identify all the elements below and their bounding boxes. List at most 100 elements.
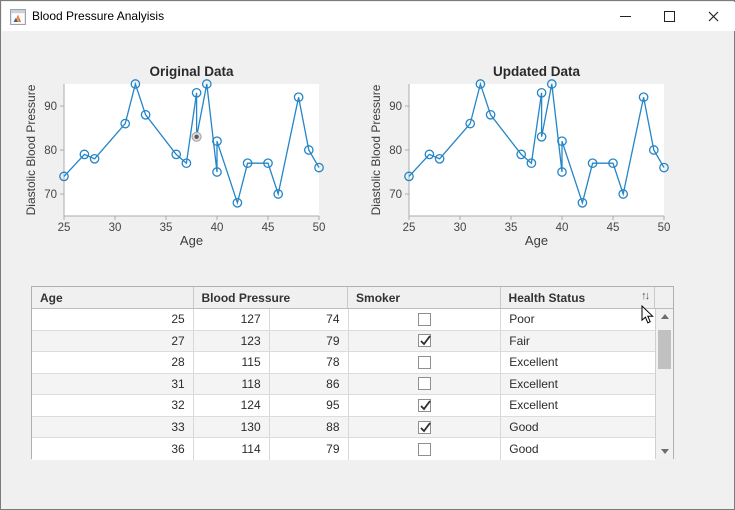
cell-bp-systolic[interactable]: 130: [194, 416, 270, 438]
cell-smoker: [349, 416, 502, 438]
table-scrollbar[interactable]: [655, 309, 673, 459]
y-tick-label: 80: [389, 145, 402, 157]
data-point-marker: [546, 79, 557, 89]
data-point-marker: [89, 153, 100, 164]
cell-bp-systolic[interactable]: 124: [194, 395, 270, 416]
cell-health-status[interactable]: Good: [509, 420, 539, 434]
cell-health-status[interactable]: Poor: [509, 312, 535, 327]
cell-health-status[interactable]: Excellent: [509, 355, 558, 370]
cell-age[interactable]: 27: [32, 330, 194, 352]
cell-bp-diastolic[interactable]: 74: [270, 309, 349, 330]
cell-health-status[interactable]: Excellent: [509, 376, 558, 391]
cell-bp-systolic[interactable]: 127: [194, 309, 270, 330]
y-tick-label: 90: [389, 101, 402, 113]
scrollbar-down-button[interactable]: [656, 444, 673, 459]
cell-smoker: [349, 373, 502, 395]
x-tick-label: 30: [454, 222, 467, 234]
data-line: [408, 81, 665, 206]
cell-bp-systolic[interactable]: 123: [194, 330, 270, 352]
table-row: 25 127 74 Poor: [32, 309, 656, 331]
mouse-cursor: [641, 305, 654, 324]
minimize-button[interactable]: [603, 2, 647, 31]
cell-smoker: [349, 330, 502, 352]
column-header-health-status[interactable]: Health Status ↑↓: [501, 287, 656, 308]
data-point-marker: [79, 149, 90, 160]
x-tick-label: 50: [658, 222, 671, 234]
cell-health-status[interactable]: Fair: [509, 333, 530, 348]
cell-health-status[interactable]: Excellent: [509, 398, 558, 413]
data-point-marker: [130, 79, 141, 89]
data-point-marker: [303, 145, 314, 155]
cell-age[interactable]: 33: [32, 416, 194, 438]
titlebar[interactable]: Blood Pressure Analyisis: [2, 2, 735, 31]
x-tick-label: 45: [262, 222, 275, 234]
data-point-marker: [475, 79, 486, 89]
smoker-checkbox[interactable]: [417, 334, 431, 348]
cell-age[interactable]: 28: [32, 352, 194, 373]
data-point-marker: [120, 118, 131, 129]
table-row: 28 115 78 Excellent: [32, 352, 656, 374]
data-point-marker: [191, 87, 202, 98]
data-point-marker: [424, 149, 435, 160]
cell-age[interactable]: 31: [32, 373, 194, 395]
data-point-marker: [587, 158, 598, 169]
smoker-checkbox[interactable]: [417, 442, 431, 456]
cell-bp-diastolic[interactable]: 79: [270, 330, 349, 352]
matlab-app-icon: [10, 9, 26, 25]
cell-bp-systolic[interactable]: 118: [194, 373, 270, 395]
x-tick-label: 40: [556, 222, 569, 234]
data-point-marker: [273, 189, 284, 199]
cell-bp-diastolic[interactable]: 79: [270, 438, 349, 460]
cell-bp-diastolic[interactable]: 88: [270, 416, 349, 438]
smoker-checkbox[interactable]: [417, 420, 431, 434]
column-header-blood-pressure[interactable]: Blood Pressure: [194, 287, 349, 308]
maximize-button[interactable]: [647, 2, 691, 31]
updated-data-chart: 25 30 35 40 45 50 70 80 90 Updated Data Age Diastol…: [369, 64, 671, 248]
cell-bp-systolic[interactable]: 114: [194, 438, 270, 460]
data-point-marker: [201, 79, 212, 89]
cell-smoker: [349, 309, 502, 330]
cell-health-status[interactable]: Good: [509, 442, 539, 457]
plot-area: [64, 84, 319, 216]
y-tick-label: 70: [389, 189, 402, 201]
data-point-marker: [314, 162, 324, 173]
cell-age[interactable]: 32: [32, 395, 194, 416]
data-point-marker: [212, 136, 222, 147]
window-title: Blood Pressure Analyisis: [32, 9, 165, 23]
original-data-chart: 25 30 35 40 45 50 70 80 90 Original Data Age Diasto…: [24, 64, 325, 248]
highlighted-data-point-center: [194, 134, 199, 139]
scrollbar-thumb[interactable]: [658, 330, 671, 369]
cell-bp-diastolic[interactable]: 86: [270, 373, 349, 395]
cell-bp-diastolic[interactable]: 95: [270, 395, 349, 416]
table-body: 25 127 74 Poor 27 123 79 Fair 28 115 78 Excellent 31…: [32, 309, 656, 460]
data-point-marker: [181, 158, 192, 169]
cell-age[interactable]: 36: [32, 438, 194, 460]
data-point-marker: [434, 153, 445, 164]
minimize-icon: [619, 16, 631, 17]
data-point-marker: [242, 158, 253, 169]
cell-smoker: [349, 438, 502, 460]
data-point-marker: [465, 118, 476, 129]
cell-bp-systolic[interactable]: 115: [194, 352, 270, 373]
checkmark-icon: [420, 400, 431, 411]
data-point-marker: [485, 109, 496, 120]
sort-arrows-icon[interactable]: ↑↓: [641, 290, 650, 302]
x-tick-label: 35: [505, 222, 518, 234]
scrollbar-up-button[interactable]: [656, 309, 673, 324]
close-button[interactable]: [691, 2, 735, 31]
x-tick-label: 25: [58, 222, 71, 234]
smoker-checkbox[interactable]: [417, 377, 431, 391]
cell-bp-diastolic[interactable]: 78: [270, 352, 349, 373]
cell-age[interactable]: 25: [32, 309, 194, 330]
data-point-marker: [171, 149, 182, 160]
column-header-smoker[interactable]: Smoker: [348, 287, 501, 308]
smoker-checkbox[interactable]: [417, 398, 431, 412]
smoker-checkbox[interactable]: [417, 312, 431, 326]
table-row: 27 123 79 Fair: [32, 330, 656, 353]
smoker-checkbox[interactable]: [417, 355, 431, 369]
checkmark-icon: [420, 421, 431, 432]
data-point-marker: [536, 131, 547, 142]
x-axis-label: Age: [525, 233, 548, 248]
column-header-age[interactable]: Age: [32, 287, 194, 308]
data-point-marker: [608, 158, 618, 169]
